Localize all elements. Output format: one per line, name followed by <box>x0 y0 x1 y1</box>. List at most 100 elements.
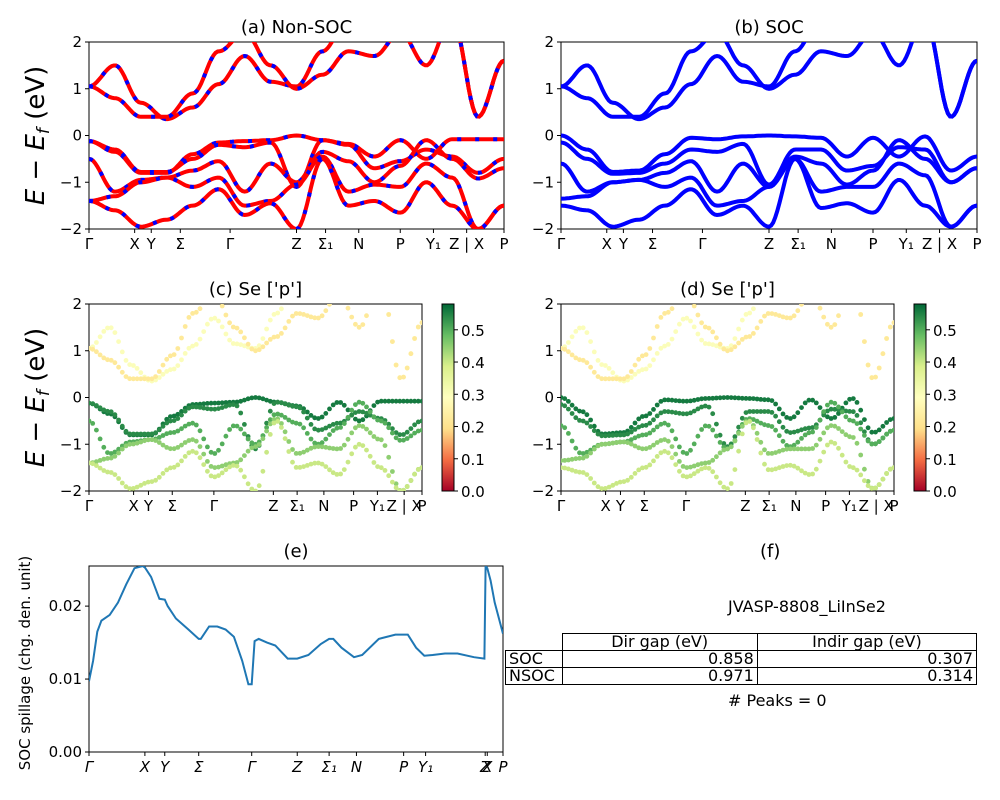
projection-point <box>628 474 634 480</box>
projection-point <box>401 487 406 491</box>
projection-point <box>691 304 697 309</box>
projection-point <box>662 397 667 403</box>
projection-point <box>625 431 630 437</box>
projection-point <box>569 438 575 444</box>
projection-point <box>702 423 708 429</box>
projection-point <box>145 376 151 382</box>
projection-point <box>164 416 170 422</box>
projection-point <box>205 468 210 474</box>
projection-point <box>360 322 366 327</box>
projection-point <box>186 450 192 456</box>
projection-point <box>264 420 269 426</box>
projection-point <box>301 409 306 415</box>
projection-point <box>758 397 764 402</box>
projection-point <box>360 424 366 429</box>
projection-point <box>791 429 797 435</box>
projection-point <box>160 433 166 438</box>
projection-point <box>762 447 767 453</box>
projection-point <box>832 423 838 429</box>
projection-point <box>341 467 347 472</box>
projection-point <box>253 444 258 449</box>
colorbar-tick-label: 0.5 <box>461 322 485 340</box>
projection-point <box>869 375 875 381</box>
projection-point <box>293 420 299 426</box>
projection-point <box>371 460 377 465</box>
projection-point <box>665 450 671 456</box>
projection-point <box>238 467 244 473</box>
projection-point <box>680 411 686 417</box>
projection-point <box>621 376 627 382</box>
projection-point <box>854 421 860 426</box>
projection-point <box>197 405 203 410</box>
projection-point <box>732 434 738 440</box>
projection-point <box>580 325 586 331</box>
colorbar <box>913 303 927 492</box>
projection-point <box>651 407 656 412</box>
projection-point <box>669 306 675 312</box>
x-tick-label: X <box>602 235 612 253</box>
y-tick-label: 0 <box>72 127 82 145</box>
projection-point <box>230 463 236 468</box>
projection-point <box>323 464 329 469</box>
panel-title: (d) Se ['p'] <box>680 279 775 300</box>
projection-point <box>234 463 240 469</box>
projection-point <box>695 406 701 412</box>
projection-point <box>677 398 682 404</box>
projection-point <box>267 421 273 427</box>
projection-point <box>691 441 697 447</box>
projection-point <box>747 396 753 401</box>
projection-point <box>717 432 723 438</box>
projection-point <box>168 353 173 359</box>
projection-point <box>101 329 107 334</box>
projection-point <box>695 468 701 474</box>
projection-point <box>839 452 845 458</box>
projection-point <box>156 375 162 380</box>
projection-point <box>308 445 314 451</box>
projection-point <box>788 315 793 321</box>
projection-point <box>408 351 414 357</box>
projection-point <box>349 314 355 320</box>
projection-point <box>219 400 225 406</box>
projection-point <box>234 423 240 429</box>
projection-point <box>832 322 838 327</box>
projection-point <box>628 437 634 443</box>
indir-gap-value: 0.307 <box>756 650 978 668</box>
projection-point <box>795 410 801 416</box>
projection-point <box>208 473 214 479</box>
projection-point <box>123 374 129 379</box>
projection-point <box>817 417 823 423</box>
projection-point <box>356 399 362 405</box>
colorbar-tick-label: 0.5 <box>933 322 957 340</box>
projection-point <box>127 441 133 447</box>
colorbar-tick-label: 0.4 <box>933 354 957 372</box>
projection-point <box>762 422 767 428</box>
projection-point <box>386 312 392 317</box>
projection-point <box>360 400 366 406</box>
projection-point <box>721 447 727 453</box>
projection-point <box>691 324 697 330</box>
projection-point <box>577 325 582 331</box>
projection-point <box>691 463 697 469</box>
projection-point <box>699 404 704 410</box>
projection-point <box>338 400 343 405</box>
projection-point <box>791 442 797 448</box>
projection-point <box>862 433 867 438</box>
x-tick-label: Y₁ <box>369 497 385 515</box>
projection-point <box>190 448 196 454</box>
projection-point <box>784 443 790 448</box>
projection-point <box>179 357 184 363</box>
projection-point <box>795 308 801 314</box>
projection-point <box>658 450 664 456</box>
projection-point <box>316 444 321 449</box>
projection-point <box>695 312 701 318</box>
projection-point <box>341 442 347 448</box>
projection-point <box>832 441 838 446</box>
projection-point <box>160 442 166 448</box>
projection-point <box>319 440 325 446</box>
projection-point <box>699 337 704 343</box>
projection-point <box>850 396 856 401</box>
projection-point <box>699 461 704 466</box>
projection-point <box>654 454 660 459</box>
projection-point <box>710 427 716 433</box>
